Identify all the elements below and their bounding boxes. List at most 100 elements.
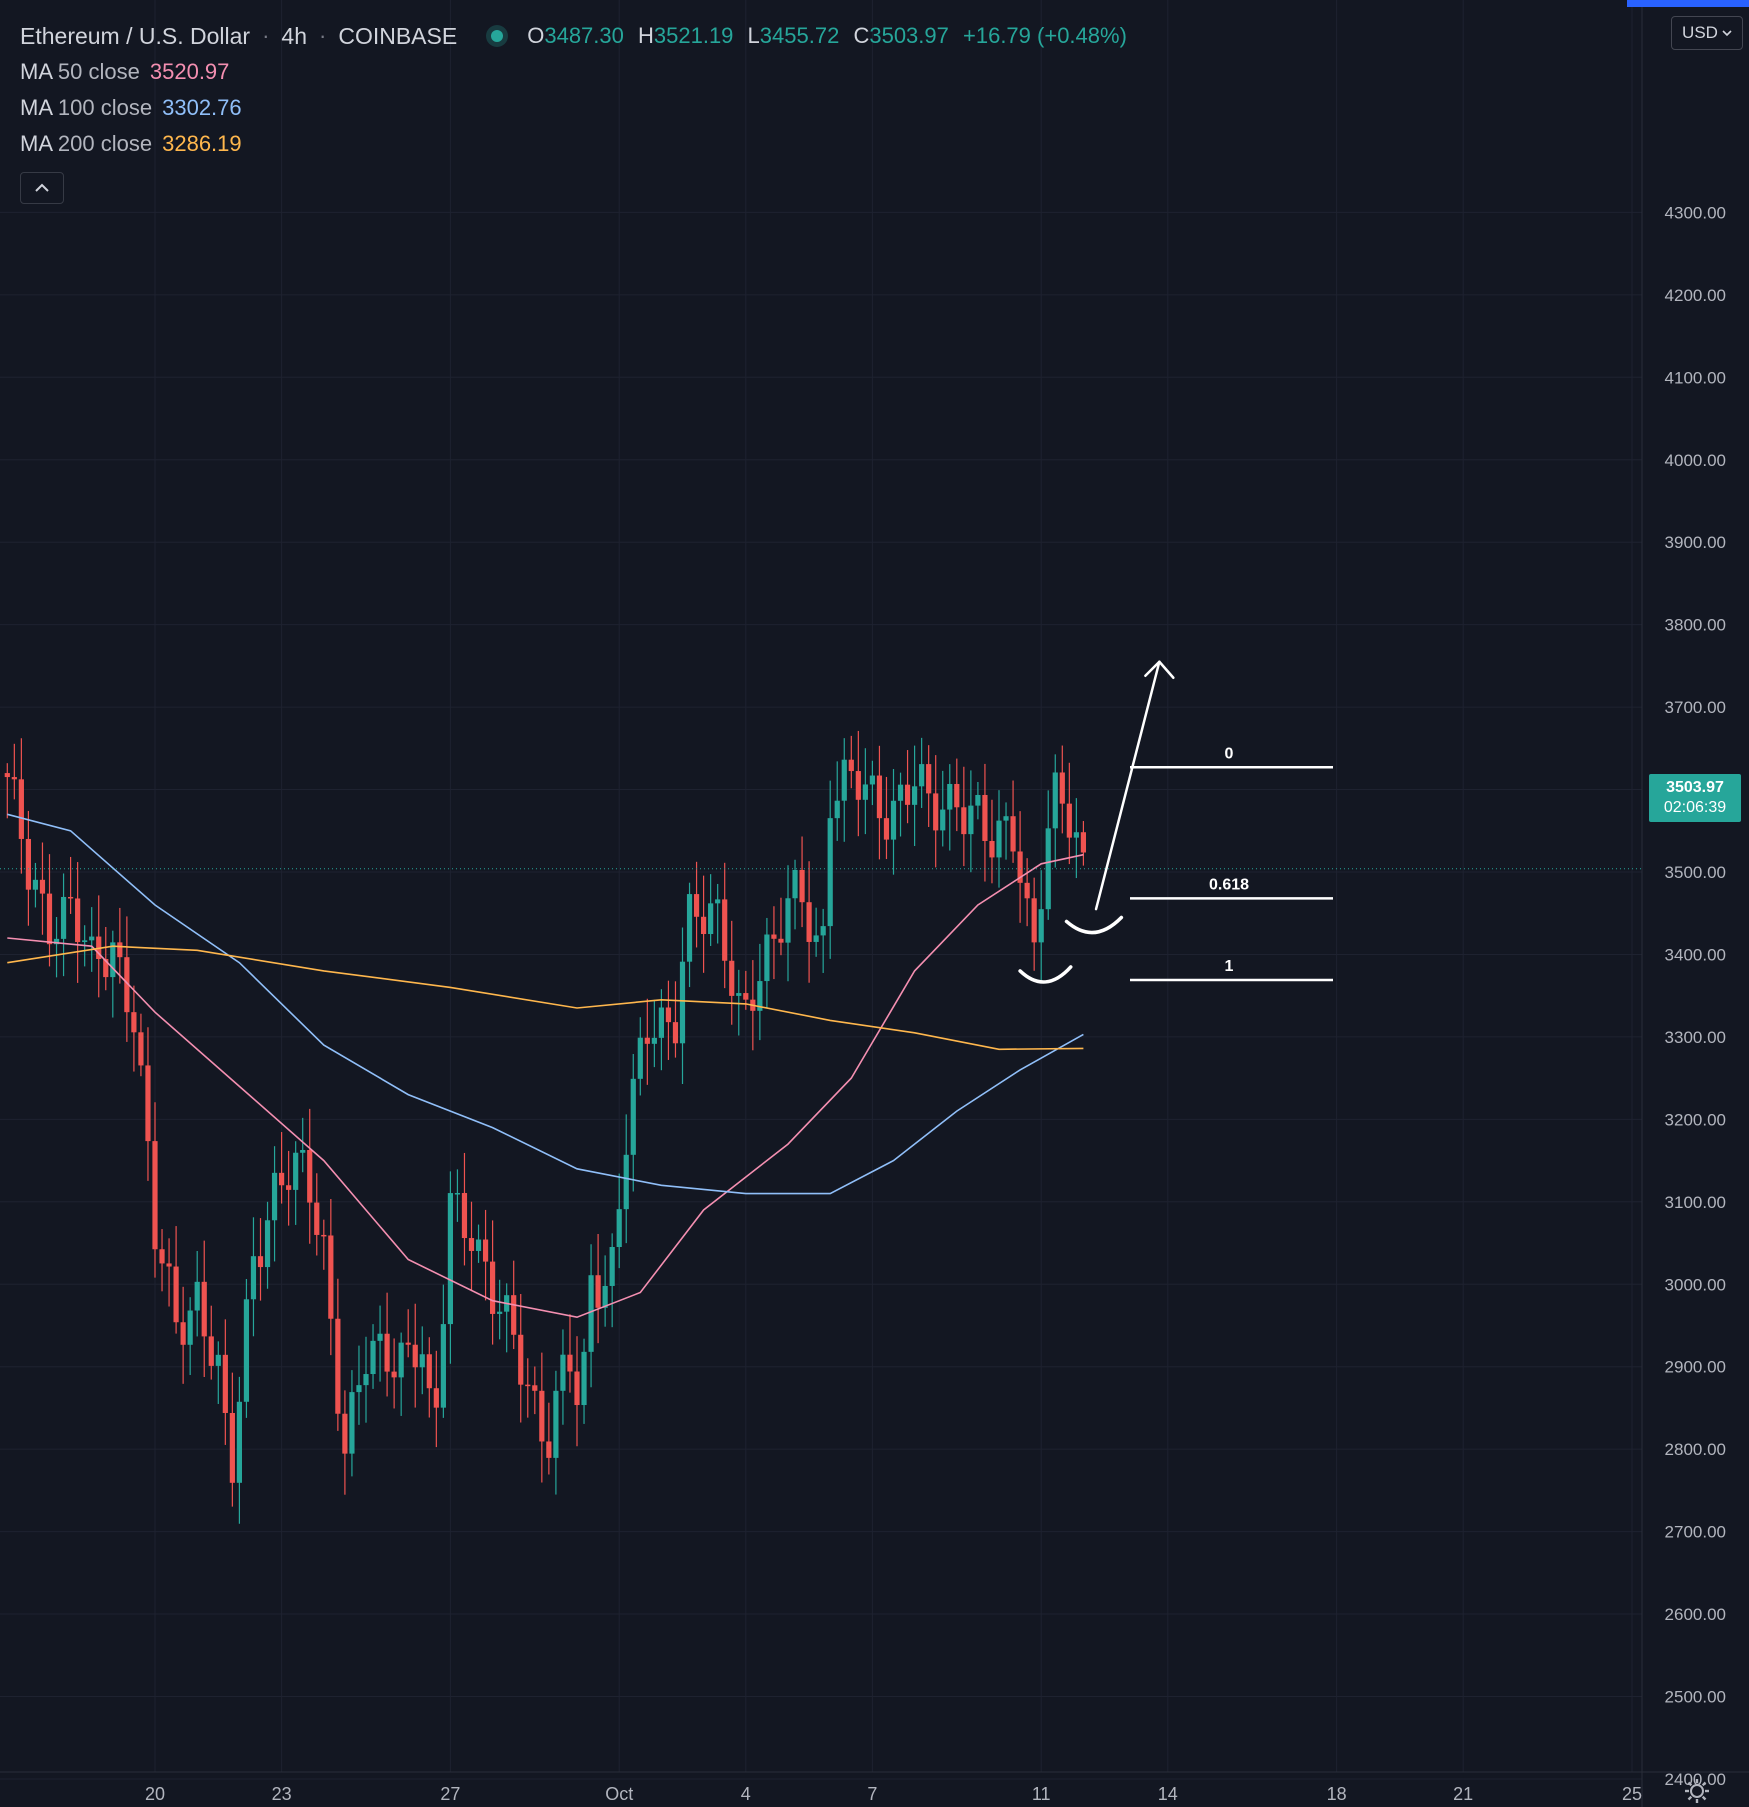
separator-dot: · xyxy=(262,23,270,48)
chevron-up-icon xyxy=(35,183,49,192)
candle-body xyxy=(862,784,868,800)
y-tick-label: 2700.00 xyxy=(1665,1523,1726,1542)
indicator-ma200[interactable]: MA 200 close 3286.19 xyxy=(20,126,1135,162)
close-value: 3503.97 xyxy=(869,23,949,48)
candle-body xyxy=(996,820,1002,858)
candle-body xyxy=(60,896,67,939)
candle-body xyxy=(257,1256,264,1268)
candle-body xyxy=(553,1390,559,1458)
candle-body xyxy=(511,1295,517,1335)
candle-body xyxy=(279,1172,285,1186)
y-tick-label: 2900.00 xyxy=(1665,1358,1726,1377)
candle-body xyxy=(785,898,791,943)
candle-body xyxy=(532,1385,538,1391)
settings-gear-icon[interactable] xyxy=(1684,1778,1710,1804)
y-tick-label: 2600.00 xyxy=(1665,1605,1726,1624)
fib-level-label: 0.618 xyxy=(1209,876,1249,893)
x-tick-label: 27 xyxy=(440,1784,460,1804)
open-label: O xyxy=(527,23,545,48)
fib-level-label: 0 xyxy=(1225,745,1234,762)
candle-body xyxy=(377,1333,383,1341)
candle-body xyxy=(982,794,988,841)
candle-body xyxy=(890,800,897,840)
candle-body xyxy=(975,794,981,806)
indicator-params: 100 close xyxy=(57,95,153,120)
collapse-legend-button[interactable] xyxy=(20,172,64,204)
candle-body xyxy=(848,759,854,772)
ma-line xyxy=(7,853,1084,1319)
annotation-curve xyxy=(1018,965,1073,984)
candle-body xyxy=(250,1256,257,1300)
market-status-icon xyxy=(491,30,504,42)
candle-body xyxy=(18,779,24,839)
candle-body xyxy=(518,1334,524,1385)
candle-body xyxy=(743,993,749,1000)
candle-body xyxy=(546,1441,552,1458)
candle-body xyxy=(440,1324,446,1408)
candle-body xyxy=(813,935,819,942)
candle-body xyxy=(229,1412,235,1483)
symbol-name[interactable]: Ethereum / U.S. Dollar xyxy=(20,23,251,49)
indicator-value: 3520.97 xyxy=(149,59,230,84)
candle-body xyxy=(722,899,728,961)
y-tick-label: 2500.00 xyxy=(1665,1688,1726,1707)
candle-body xyxy=(1017,851,1023,883)
candle-body xyxy=(201,1281,207,1337)
candle-body xyxy=(468,1238,475,1251)
candle-body xyxy=(138,1032,144,1066)
candle-body xyxy=(405,1342,411,1345)
candle-body xyxy=(827,818,833,927)
candle-body xyxy=(567,1354,573,1372)
x-tick-label: 4 xyxy=(741,1784,751,1804)
x-tick-label: 18 xyxy=(1327,1784,1347,1804)
candle-body xyxy=(855,771,861,800)
y-tick-label: 4200.00 xyxy=(1665,286,1726,305)
candle-body xyxy=(616,1209,622,1248)
annotation-curve xyxy=(1064,915,1124,935)
candle-body xyxy=(841,759,847,801)
candle-body xyxy=(447,1193,453,1325)
candle-body xyxy=(194,1281,200,1311)
candle-body xyxy=(1003,816,1009,821)
candle-body xyxy=(145,1065,151,1142)
candle-body xyxy=(117,942,123,958)
candle-body xyxy=(363,1374,369,1386)
y-tick-label: 3700.00 xyxy=(1665,698,1726,717)
candle-body xyxy=(904,784,911,805)
candle-body xyxy=(110,942,116,978)
last-price-label: 3503.97 02:06:39 xyxy=(1649,774,1741,822)
candle-body xyxy=(4,773,10,778)
x-tick-label: 11 xyxy=(1032,1784,1051,1804)
bar-countdown: 02:06:39 xyxy=(1663,799,1727,816)
candle-body xyxy=(686,894,693,962)
x-tick-label: 20 xyxy=(145,1784,165,1804)
indicator-ma50[interactable]: MA 50 close 3520.97 xyxy=(20,54,1135,90)
candle-body xyxy=(602,1285,608,1308)
candle-body xyxy=(328,1235,334,1319)
y-tick-label: 3900.00 xyxy=(1665,533,1726,552)
high-value: 3521.19 xyxy=(653,23,734,48)
candle-body xyxy=(764,934,770,982)
candle-body xyxy=(1080,832,1086,853)
indicator-ma100[interactable]: MA 100 close 3302.76 xyxy=(20,90,1135,126)
y-tick-label: 3000.00 xyxy=(1665,1275,1726,1294)
candle-body xyxy=(103,959,109,978)
candle-body xyxy=(736,993,742,996)
candle-body xyxy=(539,1390,545,1442)
interval[interactable]: 4h xyxy=(281,23,308,49)
candle-body xyxy=(68,896,74,899)
y-tick-label: 3300.00 xyxy=(1665,1028,1726,1047)
candle-body xyxy=(342,1413,348,1454)
low-label: L xyxy=(747,23,760,48)
candle-body xyxy=(82,940,88,943)
currency-selector[interactable]: USD xyxy=(1671,16,1743,50)
candle-body xyxy=(426,1354,432,1389)
candle-body xyxy=(391,1371,397,1378)
candle-body xyxy=(693,894,700,917)
candle-body xyxy=(271,1172,278,1221)
candle-body xyxy=(560,1354,566,1391)
ohlc-values: O3487.30 H3521.19 L3455.72 C3503.97 +16.… xyxy=(527,18,1135,54)
chart-legend: Ethereum / U.S. Dollar · 4h · COINBASE O… xyxy=(20,18,1135,204)
